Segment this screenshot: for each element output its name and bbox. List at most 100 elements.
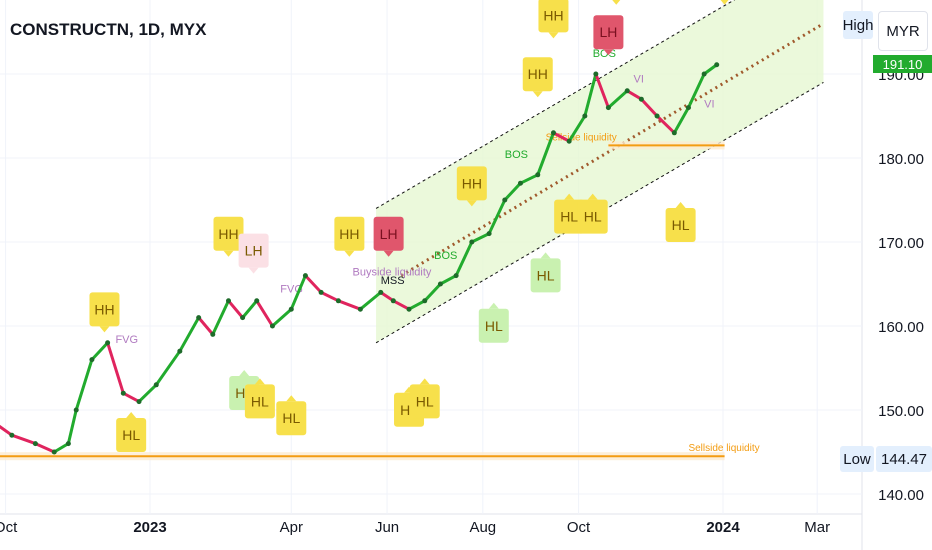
- swing-marker-label: HL: [560, 209, 578, 225]
- swing-marker-label: LH: [380, 226, 398, 242]
- swing-marker[interactable]: HH: [213, 216, 244, 257]
- price-point: [453, 273, 459, 279]
- channel-upper-line: [375, 0, 736, 209]
- price-point: [210, 331, 216, 337]
- swing-marker-box: [213, 216, 244, 251]
- trend-channel-fill: [376, 0, 824, 343]
- price-point: [486, 231, 492, 237]
- price-segment: [639, 97, 659, 118]
- price-segment: [518, 173, 540, 185]
- swing-marker-box: [577, 199, 608, 234]
- price-point: [9, 432, 15, 438]
- y-tick-label: 160.00: [878, 319, 924, 336]
- zone-label: FVG: [115, 334, 138, 346]
- swing-marker-pointer: [126, 412, 137, 418]
- price-point: [240, 315, 246, 321]
- price-point: [73, 407, 79, 413]
- price-segment: [655, 114, 676, 135]
- swing-marker[interactable]: HH: [522, 57, 553, 98]
- price-segment: [10, 433, 37, 446]
- swing-marker[interactable]: LH: [373, 216, 404, 257]
- price-segment: [454, 240, 474, 278]
- swing-marker-pointer: [540, 252, 551, 259]
- price-point: [437, 281, 443, 287]
- axis-layer: 140.00150.00160.00170.00180.00190.00Oct2…: [0, 67, 924, 536]
- price-segment: [255, 299, 274, 328]
- swing-marker[interactable]: HL: [116, 412, 147, 452]
- swing-marker-pointer: [603, 49, 614, 56]
- price-segment: [470, 232, 491, 244]
- swing-marker[interactable]: HH: [456, 166, 487, 207]
- swing-marker-box: [478, 308, 509, 343]
- swing-marker[interactable]: HH: [89, 292, 120, 333]
- currency-button[interactable]: MYR: [878, 11, 928, 51]
- price-segment: [438, 274, 458, 286]
- swing-marker-label: HL: [672, 217, 690, 233]
- swing-marker[interactable]: HL: [665, 202, 696, 242]
- price-point: [318, 289, 324, 295]
- price-segment: [423, 282, 442, 303]
- price-point: [517, 180, 523, 186]
- swing-marker-box: [334, 216, 365, 251]
- swing-marker-label: LH: [599, 24, 617, 40]
- price-point: [654, 113, 660, 119]
- swing-marker-box: [238, 233, 269, 268]
- x-tick-label: 2023: [133, 519, 166, 536]
- price-point: [378, 289, 384, 295]
- price-segment: [583, 72, 598, 118]
- swing-marker-pointer: [239, 370, 250, 376]
- swing-marker[interactable]: HL: [244, 378, 275, 419]
- price-segment: [686, 72, 706, 110]
- price-segment: [594, 72, 610, 110]
- price-point: [153, 382, 159, 388]
- swing-marker[interactable]: HL: [530, 252, 561, 293]
- swing-marker-box: [244, 384, 275, 419]
- price-segment: [606, 89, 629, 110]
- price-point: [406, 306, 412, 312]
- swing-marker[interactable]: HH: [601, 0, 631, 5]
- swing-marker[interactable]: LH: [593, 15, 624, 56]
- swing-marker-pointer: [286, 395, 297, 402]
- swing-marker-label: LH: [245, 243, 263, 259]
- swing-marker[interactable]: HL: [478, 302, 509, 343]
- price-segment: [52, 442, 70, 454]
- price-point: [671, 130, 677, 136]
- swing-marker[interactable]: HH: [538, 0, 569, 39]
- swing-marker-box: [530, 258, 561, 293]
- swing-marker-box: [89, 292, 120, 327]
- swing-marker[interactable]: HH: [710, 0, 740, 5]
- swing-marker-box: [373, 216, 404, 251]
- price-point: [269, 323, 275, 329]
- marker-layer[interactable]: HHHLHHLHHLHLHLHHLHHLHLHHHLHLHHHLHHHLHHLH…: [89, 0, 739, 452]
- swing-marker-box: [665, 208, 696, 242]
- swing-marker[interactable]: HL: [554, 193, 585, 234]
- swing-marker[interactable]: HL: [409, 378, 440, 419]
- swing-marker-pointer: [548, 32, 559, 39]
- swing-marker-pointer: [488, 302, 499, 309]
- price-point: [714, 62, 720, 68]
- swing-marker[interactable]: LH: [238, 233, 269, 274]
- price-point: [593, 71, 599, 77]
- price-segment: [0, 424, 14, 437]
- swing-marker-pointer: [419, 378, 430, 385]
- price-point: [582, 113, 588, 119]
- price-point: [335, 298, 341, 304]
- price-segment: [379, 290, 395, 303]
- swing-marker-pointer: [675, 202, 686, 208]
- swing-marker[interactable]: HL: [276, 395, 307, 436]
- swing-marker[interactable]: HH: [334, 216, 365, 257]
- price-point: [624, 88, 630, 94]
- symbol-title[interactable]: CONSTRUCTN, 1D, MYX: [10, 20, 207, 39]
- swing-marker-box: [456, 166, 487, 201]
- price-segment: [303, 274, 323, 294]
- swing-marker[interactable]: HL: [577, 193, 608, 234]
- price-segment: [336, 299, 362, 311]
- price-segment: [625, 89, 643, 101]
- price-point: [136, 399, 142, 405]
- low-value: 144.47: [876, 446, 932, 472]
- swing-marker-pointer: [612, 0, 621, 5]
- zone-label: BOS: [434, 250, 457, 262]
- price-segment: [106, 341, 125, 395]
